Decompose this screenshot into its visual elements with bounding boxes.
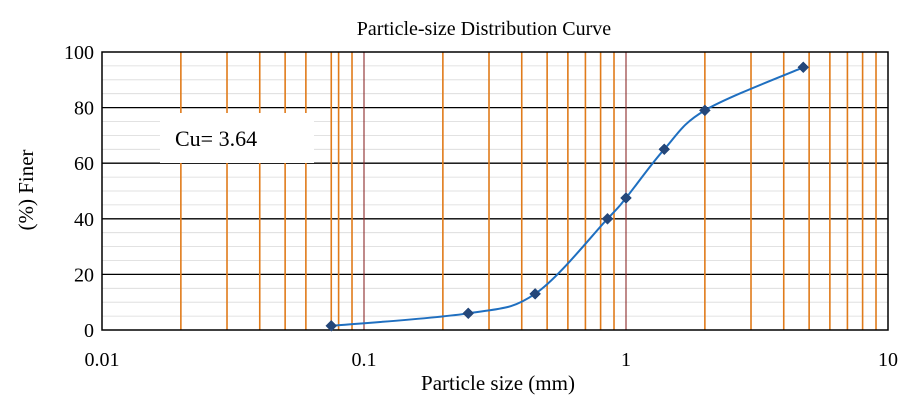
- x-tick-label: 10: [878, 349, 898, 371]
- annotation-box: [160, 113, 314, 163]
- data-point: [620, 192, 632, 204]
- y-tick-label: 20: [74, 264, 94, 286]
- data-point: [699, 104, 711, 117]
- y-tick-label: 40: [74, 209, 94, 231]
- data-point: [462, 307, 475, 320]
- y-axis-title: (%) Finer: [14, 149, 38, 230]
- minor-gridlines: [102, 65, 888, 317]
- data-point: [658, 143, 671, 156]
- data-point: [529, 288, 541, 300]
- y-tick-labels: 0 20 40 60 80 100: [64, 42, 94, 342]
- data-point: [601, 212, 614, 225]
- x-tick-labels: 0.01 0.1 1 10: [85, 349, 899, 371]
- x-tick-label: 1: [621, 349, 631, 371]
- data-point: [325, 319, 338, 332]
- plot-area-frame: [101, 51, 889, 331]
- x-tick-label: 0.01: [85, 349, 120, 371]
- vertical-reference-lines: [180, 52, 877, 330]
- y-tick-label: 60: [74, 153, 94, 175]
- y-tick-label: 80: [74, 98, 94, 120]
- data-series: [325, 61, 810, 332]
- y-tick-label: 100: [64, 42, 94, 64]
- x-axis-title: Particle size (mm): [421, 371, 575, 395]
- chart-title: Particle-size Distribution Curve: [357, 18, 612, 40]
- y-tick-label: 0: [84, 320, 94, 342]
- major-gridlines: [102, 106, 888, 276]
- cu-annotation: Cu= 3.64: [175, 126, 257, 151]
- data-point: [797, 61, 810, 74]
- x-tick-label: 0.1: [352, 349, 377, 371]
